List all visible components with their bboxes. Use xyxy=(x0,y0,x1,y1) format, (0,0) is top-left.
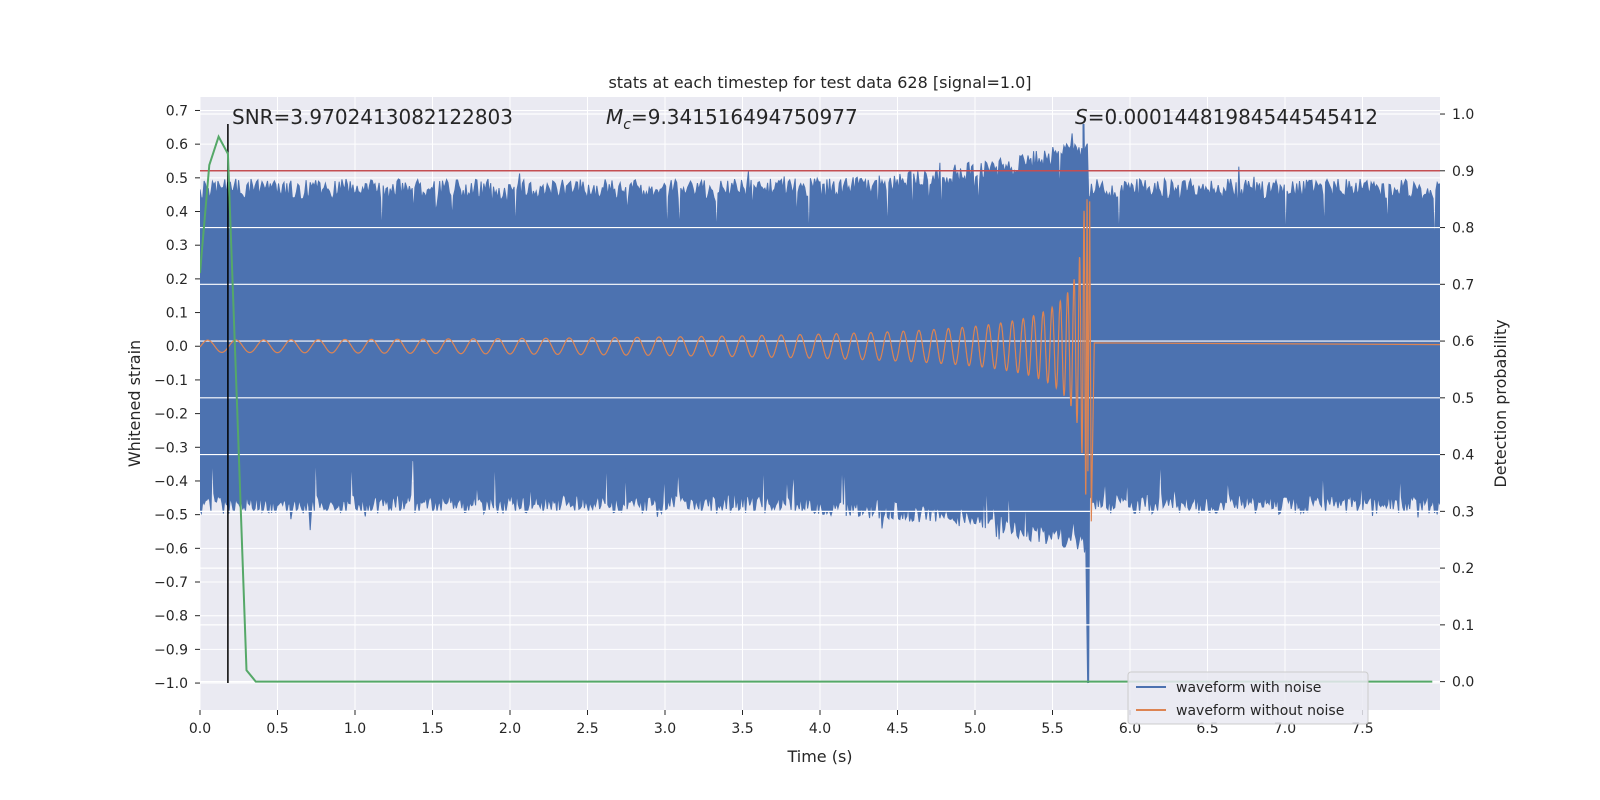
s-annotation: S=0.00014481984544545412 xyxy=(1075,105,1378,129)
series-layer xyxy=(200,113,1440,684)
x-tick-label: 7.5 xyxy=(1351,721,1373,737)
mc-subscript: c xyxy=(623,117,631,133)
series-waveform-with-noise xyxy=(200,133,1440,553)
x-tick-label: 2.0 xyxy=(499,721,521,737)
y2-tick-label: 0.3 xyxy=(1452,504,1474,520)
x-tick-label: 1.5 xyxy=(421,721,443,737)
y-tick-label: −0.4 xyxy=(154,474,188,490)
mc-value: =9.341516494750977 xyxy=(631,105,858,129)
series-detection-probability xyxy=(200,134,1433,683)
x-tick-label: 5.0 xyxy=(964,721,986,737)
y-tick-label: −0.8 xyxy=(154,609,188,625)
legend-label-waveform-with-noise: waveform with noise xyxy=(1176,680,1321,696)
y-tick-label: −0.2 xyxy=(154,407,188,423)
snr-annotation: SNR=3.9702413082122803 xyxy=(232,105,513,129)
y2-tick-label: 0.2 xyxy=(1452,561,1474,577)
y-tick-label: 0.1 xyxy=(166,306,188,322)
x-tick-label: 0.0 xyxy=(189,721,211,737)
y-tick-label: −0.6 xyxy=(154,541,188,557)
y-tick-label: 0.6 xyxy=(166,137,188,153)
y-tick-label: −1.0 xyxy=(154,676,188,692)
y2-tick-label: 0.0 xyxy=(1452,675,1474,691)
y2-tick-label: 0.8 xyxy=(1452,221,1474,237)
legend-box xyxy=(1127,671,1369,725)
y-tick-label: −0.5 xyxy=(154,508,188,524)
y-tick-label: −0.3 xyxy=(154,440,188,456)
x-tick-label: 0.5 xyxy=(266,721,288,737)
y2-axis-label: Detection probability xyxy=(1491,319,1510,487)
y2-axis-ticks: 1.0 0.9 0.8 0.7 0.6 0.5 0.4 0.3 0.2 0.1 0.0 xyxy=(1440,107,1474,691)
y2-tick-label: 1.0 xyxy=(1452,107,1474,123)
x-tick-label: 1.0 xyxy=(344,721,366,737)
s-value: =0.00014481984544545412 xyxy=(1088,105,1378,129)
mc-symbol: M xyxy=(606,105,623,129)
x-tick-label: 6.0 xyxy=(1119,721,1141,737)
y-tick-label: 0.0 xyxy=(166,339,188,355)
x-axis-ticks: 0.0 0.5 1.0 1.5 2.0 2.5 3.0 3.5 4.0 4.5 5.0 5.5 6.0 6… xyxy=(189,710,1374,737)
chirp-mass-annotation: Mc=9.341516494750977 xyxy=(606,105,858,133)
y-axis-label: Whitened strain xyxy=(125,340,144,467)
x-tick-label: 7.0 xyxy=(1274,721,1296,737)
y2-tick-label: 0.4 xyxy=(1452,448,1474,464)
y2-tick-label: 0.1 xyxy=(1452,618,1474,634)
x-tick-label: 3.0 xyxy=(654,721,676,737)
y-tick-label: 0.3 xyxy=(166,238,188,254)
y2-tick-label: 0.5 xyxy=(1452,391,1474,407)
y-tick-label: 0.5 xyxy=(166,171,188,187)
y-tick-label: −0.7 xyxy=(154,575,188,591)
x-tick-label: 6.5 xyxy=(1196,721,1218,737)
y-axis-ticks: 0.7 0.6 0.5 0.4 0.3 0.2 0.1 0.0 −0.1 −0.2 −0.3 −0.4… xyxy=(154,103,200,692)
s-symbol: S xyxy=(1075,105,1088,129)
legend-label-waveform-without-noise: waveform without noise xyxy=(1176,703,1344,719)
y2-tick-label: 0.6 xyxy=(1452,334,1474,350)
x-axis-label: Time (s) xyxy=(786,747,852,766)
x-tick-label: 5.5 xyxy=(1041,721,1063,737)
x-tick-label: 4.5 xyxy=(886,721,908,737)
y2-tick-label: 0.7 xyxy=(1452,277,1474,293)
series-waveform-without-noise xyxy=(200,199,1440,522)
chart-title: stats at each timestep for test data 628… xyxy=(608,73,1031,92)
x-tick-label: 3.5 xyxy=(731,721,753,737)
y-tick-label: −0.9 xyxy=(154,642,188,658)
y-tick-label: 0.7 xyxy=(166,103,188,119)
y-tick-label: −0.1 xyxy=(154,373,188,389)
y2-tick-label: 0.9 xyxy=(1452,164,1474,180)
y-tick-label: 0.4 xyxy=(166,205,188,221)
legend: waveform with noise waveform without noi… xyxy=(1127,671,1369,725)
y-tick-label: 0.2 xyxy=(166,272,188,288)
x-tick-label: 2.5 xyxy=(576,721,598,737)
x-tick-label: 4.0 xyxy=(809,721,831,737)
